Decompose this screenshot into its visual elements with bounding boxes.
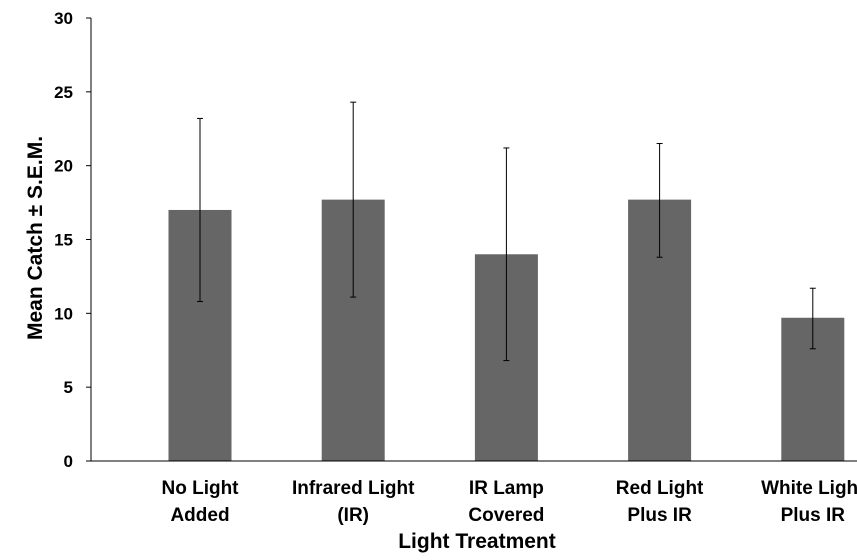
axes-layer [86,17,857,462]
x-tick-label: Covered [468,505,544,526]
x-tick-label: Red Light [616,478,704,499]
y-tick-label: 20 [54,157,73,176]
y-tick-label: 10 [54,304,73,323]
x-tick-label: Plus IR [627,505,692,526]
x-tick-label: Plus IR [781,505,846,526]
x-tick-label: IR Lamp [469,478,544,499]
y-tick-label: 0 [64,452,73,471]
x-tick-label: (IR) [337,505,369,526]
x-axis-title: Light Treatment [398,530,556,553]
error-bars-layer [197,101,816,362]
y-axis-title: Mean Catch ± S.E.M. [24,136,47,340]
y-tick-label: 25 [54,83,73,102]
x-tick-label: No Light [161,478,239,499]
y-tick-label: 30 [54,9,73,28]
x-tick-label: Added [170,505,229,526]
y-tick-label: 15 [54,231,73,250]
x-tick-label: Infrared Light [292,478,415,499]
x-tick-label: White Light [761,478,857,499]
y-tick-label: 5 [64,378,73,397]
labels-layer: No Light Added Infrared Light (IR) IR Lamp Co… [54,9,857,526]
